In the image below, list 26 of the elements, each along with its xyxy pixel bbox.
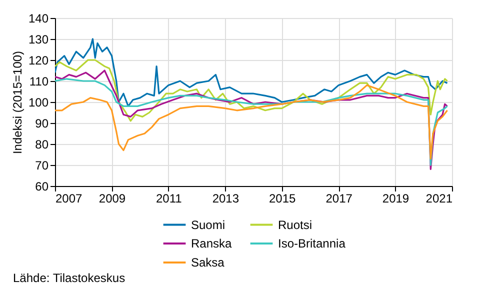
- y-tick-label: 80: [35, 138, 49, 152]
- legend-label: Suomi: [191, 218, 226, 232]
- x-tick-label: 2011: [156, 192, 182, 206]
- legend-label: Iso-Britannia: [278, 236, 346, 250]
- y-tick-label: 90: [35, 116, 49, 130]
- legend-label: Ranska: [191, 236, 232, 250]
- x-tick-label: 2019: [382, 192, 410, 206]
- x-tick-label: 2021: [426, 192, 453, 206]
- y-tick-label: 60: [35, 180, 49, 194]
- x-tick-label: 2007: [56, 192, 83, 206]
- legend-label: Saksa: [191, 256, 225, 270]
- y-tick-label: 130: [28, 32, 49, 46]
- line-series: [55, 38, 448, 107]
- x-tick-label: 2013: [212, 192, 240, 206]
- y-tick-label: 120: [28, 54, 49, 68]
- y-axis-title: Indeksi (2015=100): [10, 50, 24, 154]
- y-tick-label: 100: [28, 96, 49, 110]
- text: Lähde: Tilastokeskus: [13, 271, 126, 285]
- x-tick-label: 2017: [326, 192, 353, 206]
- x-tick-label: 2015: [268, 192, 296, 206]
- x-tick-label: 2009: [98, 192, 126, 206]
- y-tick-label: 70: [35, 158, 49, 172]
- legend-label: Ruotsi: [278, 218, 312, 232]
- y-tick-label: 140: [28, 12, 49, 26]
- line-series: [55, 59, 448, 122]
- y-tick-label: 110: [29, 74, 49, 88]
